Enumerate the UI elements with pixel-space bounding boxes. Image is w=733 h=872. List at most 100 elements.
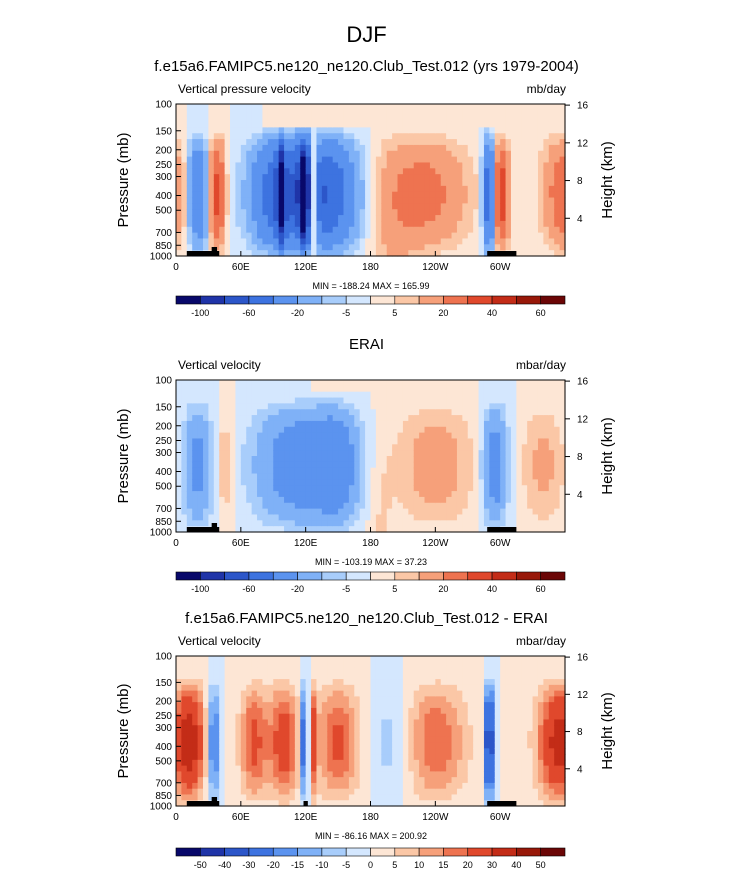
heatmap-cell bbox=[446, 391, 453, 399]
heatmap-cell bbox=[230, 679, 237, 686]
heatmap-cell bbox=[370, 156, 377, 164]
heatmap-cell bbox=[554, 139, 561, 146]
heatmap-cell bbox=[516, 232, 523, 240]
heatmap-cell bbox=[483, 496, 490, 504]
heatmap-cell bbox=[559, 168, 566, 175]
heatmap-cell bbox=[527, 109, 534, 117]
heatmap-cell bbox=[397, 673, 404, 680]
heatmap-cell bbox=[316, 514, 323, 521]
heatmap-cell bbox=[251, 150, 258, 158]
heatmap-cell bbox=[251, 759, 258, 767]
heatmap-cell bbox=[273, 380, 280, 387]
heatmap-cell bbox=[500, 514, 507, 521]
heatmap-cell bbox=[451, 215, 458, 222]
heatmap-cell bbox=[381, 719, 388, 726]
heatmap-cell bbox=[435, 520, 442, 527]
heatmap-cell bbox=[327, 438, 334, 445]
heatmap-cell bbox=[359, 168, 366, 175]
heatmap-cell bbox=[273, 782, 280, 790]
heatmap-cell bbox=[230, 731, 237, 738]
heatmap-cell bbox=[381, 759, 388, 767]
heatmap-cell bbox=[478, 450, 485, 457]
heatmap-cell bbox=[446, 215, 453, 222]
heatmap-cell bbox=[446, 485, 453, 492]
heatmap-cell bbox=[327, 215, 334, 222]
heatmap-cell bbox=[435, 133, 442, 140]
heatmap-cell bbox=[402, 690, 409, 697]
heatmap-cell bbox=[213, 759, 220, 767]
heatmap-cell bbox=[300, 150, 307, 158]
heatmap-cell bbox=[343, 496, 350, 504]
heatmap-cell bbox=[516, 520, 523, 527]
heatmap-cell bbox=[548, 485, 555, 492]
heatmap-cell bbox=[354, 156, 361, 164]
heatmap-cell bbox=[548, 215, 555, 222]
heatmap-cell bbox=[429, 385, 436, 393]
heatmap-cell bbox=[219, 514, 226, 521]
colorbar-label: 60 bbox=[536, 584, 546, 594]
heatmap-cell bbox=[267, 250, 274, 257]
heatmap-cell bbox=[521, 491, 528, 498]
heatmap-cell bbox=[251, 115, 258, 123]
heatmap-cell bbox=[332, 109, 339, 117]
heatmap-cell bbox=[300, 397, 307, 404]
heatmap-cell bbox=[456, 485, 463, 492]
heatmap-cell bbox=[483, 467, 490, 475]
heatmap-cell bbox=[359, 667, 366, 674]
heatmap-cell bbox=[208, 104, 215, 111]
heatmap-cell bbox=[284, 104, 291, 111]
heatmap-cell bbox=[435, 473, 442, 480]
heatmap-cell bbox=[294, 426, 301, 434]
heatmap-cell bbox=[208, 794, 215, 801]
heatmap-cell bbox=[348, 150, 355, 158]
heatmap-cell bbox=[273, 684, 280, 692]
heatmap-cell bbox=[429, 244, 436, 251]
heatmap-cell bbox=[230, 139, 237, 146]
heatmap-cell bbox=[219, 736, 226, 744]
heatmap-cell bbox=[343, 696, 350, 703]
heatmap-cell bbox=[219, 719, 226, 726]
heatmap-cell bbox=[375, 496, 382, 504]
heatmap-cell bbox=[273, 438, 280, 445]
heatmap-cell bbox=[332, 473, 339, 480]
heatmap-cell bbox=[267, 232, 274, 240]
heatmap-cell bbox=[186, 215, 193, 222]
heatmap-cell bbox=[181, 115, 188, 123]
heatmap-cell bbox=[440, 420, 447, 428]
heatmap-cell bbox=[402, 514, 409, 521]
heatmap-cell bbox=[327, 403, 334, 410]
heatmap-cell bbox=[192, 696, 199, 703]
heatmap-cell bbox=[516, 397, 523, 404]
heatmap-cell bbox=[338, 707, 345, 715]
heatmap-cell bbox=[278, 526, 285, 533]
heatmap-cell bbox=[332, 461, 339, 469]
heatmap-cell bbox=[300, 168, 307, 175]
heatmap-cell bbox=[230, 391, 237, 399]
heatmap-cell bbox=[543, 144, 550, 152]
heatmap-cell bbox=[208, 168, 215, 175]
heatmap-cell bbox=[354, 180, 361, 187]
heatmap-cell bbox=[370, 215, 377, 222]
heatmap-cell bbox=[478, 209, 485, 216]
heatmap-cell bbox=[240, 461, 247, 469]
heatmap-cell bbox=[354, 690, 361, 697]
heatmap-cell bbox=[451, 491, 458, 498]
heatmap-cell bbox=[257, 514, 264, 521]
heatmap-cell bbox=[203, 496, 210, 504]
heatmap-cell bbox=[435, 174, 442, 181]
heatmap-cell bbox=[386, 203, 393, 210]
heatmap-cell bbox=[338, 238, 345, 245]
heatmap-cell bbox=[224, 426, 231, 434]
heatmap-cell bbox=[240, 508, 247, 516]
heatmap-cell bbox=[316, 725, 323, 732]
heatmap-cell bbox=[386, 150, 393, 158]
y-tick-label: 400 bbox=[155, 467, 172, 478]
heatmap-cell bbox=[235, 109, 242, 117]
heatmap-cell bbox=[386, 232, 393, 240]
heatmap-cell bbox=[224, 191, 231, 199]
heatmap-cell bbox=[257, 473, 264, 480]
heatmap-cell bbox=[262, 174, 269, 181]
heatmap-cell bbox=[240, 479, 247, 486]
heatmap-cell bbox=[251, 731, 258, 738]
heatmap-cell bbox=[548, 520, 555, 527]
